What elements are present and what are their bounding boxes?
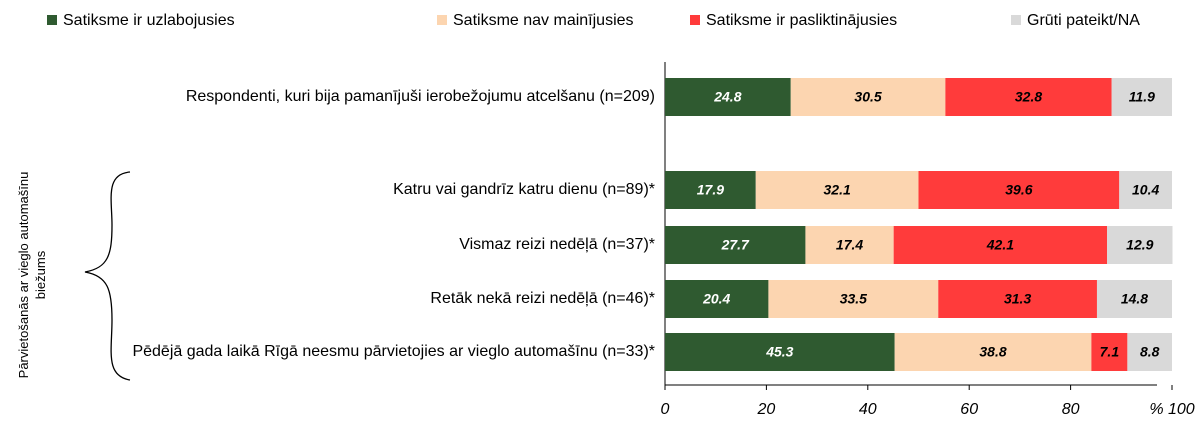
brace bbox=[84, 171, 131, 381]
x-tick-label: 20 bbox=[757, 401, 776, 418]
data-label: 12.9 bbox=[1126, 237, 1153, 253]
bar-segment bbox=[1091, 333, 1128, 371]
legend-label: Satiksme ir uzlabojusies bbox=[63, 12, 235, 29]
legend-swatch bbox=[47, 15, 57, 25]
legend-swatch bbox=[690, 15, 700, 25]
bar-segment bbox=[790, 78, 946, 116]
category-label: Retāk nekā reizi nedēļā (n=46)* bbox=[430, 290, 655, 307]
bar-segment bbox=[945, 78, 1112, 116]
bar-segment bbox=[893, 226, 1108, 264]
data-label: 27.7 bbox=[721, 237, 750, 253]
legend-swatch bbox=[1011, 15, 1021, 25]
bar-segment bbox=[665, 280, 769, 318]
data-label: 42.1 bbox=[986, 237, 1014, 253]
bar-segment bbox=[1111, 78, 1172, 116]
group-label: Pārvietošanās ar vieglo automašīnu biežu… bbox=[16, 171, 48, 379]
bar-segment bbox=[894, 333, 1092, 371]
data-label: 45.3 bbox=[765, 344, 793, 360]
category-label: Katru vai gandrīz katru dienu (n=89)* bbox=[393, 181, 655, 198]
bar-segment bbox=[768, 280, 939, 318]
data-label: 33.5 bbox=[840, 291, 867, 307]
legend-label: Grūti pateikt/NA bbox=[1027, 12, 1140, 29]
x-tick-label: 0 bbox=[661, 401, 670, 418]
data-label: 7.1 bbox=[1100, 344, 1120, 360]
bar-segment bbox=[665, 333, 895, 371]
data-label: 32.1 bbox=[824, 182, 851, 198]
bar-segment bbox=[665, 226, 806, 264]
bar-segment bbox=[1127, 333, 1172, 371]
data-label: 38.8 bbox=[979, 344, 1006, 360]
bar-segment bbox=[938, 280, 1097, 318]
category-label: Pēdējā gada laikā Rīgā neesmu pārvietoji… bbox=[132, 343, 655, 360]
data-label: 10.4 bbox=[1132, 182, 1159, 198]
x-tick-label: 60 bbox=[960, 401, 978, 418]
data-label: 17.9 bbox=[697, 182, 724, 198]
category-label: Vismaz reizi nedēļā (n=37)* bbox=[459, 236, 655, 253]
bar-segment bbox=[1119, 171, 1172, 209]
data-label: 20.4 bbox=[702, 291, 730, 307]
x-tick-label: 80 bbox=[1062, 401, 1080, 418]
bar-segment bbox=[1096, 280, 1172, 318]
x-tick-label: % 100 bbox=[1149, 401, 1194, 418]
legend-label: Satiksme nav mainījusies bbox=[453, 12, 634, 29]
data-label: 11.9 bbox=[1129, 89, 1155, 105]
legend-swatch bbox=[437, 15, 447, 25]
bar-segment bbox=[805, 226, 894, 264]
legend-label: Satiksme ir pasliktinājusies bbox=[706, 12, 897, 29]
bar-segment bbox=[755, 171, 919, 209]
data-label: 30.5 bbox=[854, 89, 881, 105]
bar-segment bbox=[918, 171, 1120, 209]
bar-segment bbox=[665, 78, 791, 116]
data-label: 39.6 bbox=[1005, 182, 1032, 198]
bar-segment bbox=[665, 171, 756, 209]
data-label: 24.8 bbox=[713, 89, 741, 105]
data-label: 17.4 bbox=[836, 237, 863, 253]
data-label: 32.8 bbox=[1015, 89, 1042, 105]
category-label: Respondenti, kuri bija pamanījuši ierobe… bbox=[185, 88, 655, 105]
x-tick-label: 40 bbox=[859, 401, 877, 418]
data-label: 14.8 bbox=[1121, 291, 1148, 307]
data-label: 8.8 bbox=[1140, 344, 1160, 360]
data-label: 31.3 bbox=[1004, 291, 1031, 307]
bar-segment bbox=[1107, 226, 1173, 264]
